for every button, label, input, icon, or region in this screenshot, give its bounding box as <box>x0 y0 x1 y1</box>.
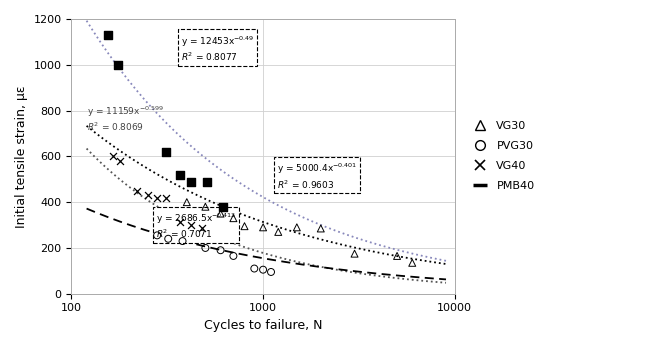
Point <box>200 204 211 210</box>
Point <box>186 179 196 184</box>
Point <box>152 232 163 238</box>
Point <box>197 226 208 231</box>
Point <box>258 225 268 230</box>
Point <box>132 188 142 194</box>
Point <box>273 229 284 235</box>
Point <box>186 222 196 228</box>
Point <box>113 62 124 68</box>
Point <box>218 204 229 210</box>
Point <box>215 211 226 217</box>
Point <box>200 245 211 251</box>
Text: y = 5000.4x$^{-0.401}$
$R^2$ = 0.9603: y = 5000.4x$^{-0.401}$ $R^2$ = 0.9603 <box>276 162 357 191</box>
Point <box>407 260 418 265</box>
Text: y = 12453x$^{-0.49}$
$R^2$ = 0.8077: y = 12453x$^{-0.49}$ $R^2$ = 0.8077 <box>180 34 254 63</box>
Point <box>175 219 186 225</box>
Legend: VG30, PVG30, VG40, PMB40: VG30, PVG30, VG40, PMB40 <box>464 117 539 196</box>
Text: y = 2686.5x$^{-0.413}$
$R^2$ = 0.7071: y = 2686.5x$^{-0.413}$ $R^2$ = 0.7071 <box>156 211 236 240</box>
Point <box>177 238 188 244</box>
Point <box>258 267 268 272</box>
Point <box>215 247 226 253</box>
Point <box>161 149 171 154</box>
Point <box>292 225 302 230</box>
Point <box>142 193 153 198</box>
Point <box>228 215 239 221</box>
Y-axis label: Initial tensile strain, με: Initial tensile strain, με <box>15 85 28 228</box>
Point <box>175 172 186 177</box>
Point <box>315 226 326 231</box>
Point <box>266 269 276 275</box>
Point <box>163 236 174 242</box>
Point <box>202 179 212 184</box>
Point <box>349 251 360 256</box>
Point <box>102 32 113 38</box>
Text: y = 11159x$^{-0.599}$
$R^2$ = 0.8069: y = 11159x$^{-0.599}$ $R^2$ = 0.8069 <box>87 104 163 133</box>
Point <box>239 223 250 229</box>
Point <box>115 158 126 164</box>
Point <box>392 253 403 259</box>
Point <box>108 154 118 159</box>
X-axis label: Cycles to failure, N: Cycles to failure, N <box>204 319 323 332</box>
Point <box>152 195 163 200</box>
Point <box>161 195 171 200</box>
Point <box>182 200 192 205</box>
Point <box>228 253 239 259</box>
Point <box>249 266 260 271</box>
